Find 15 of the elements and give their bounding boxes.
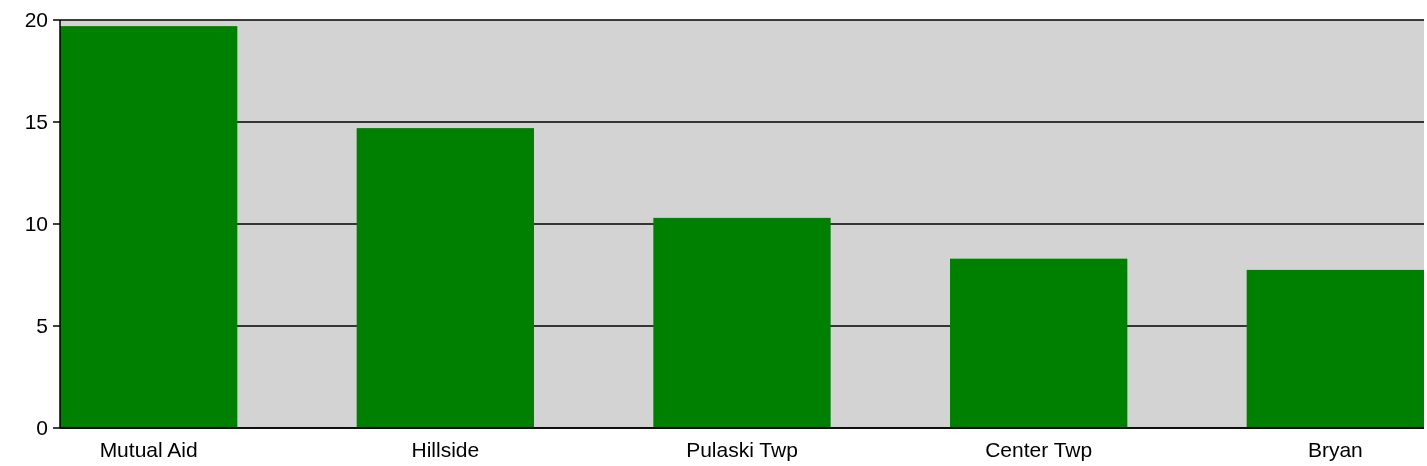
x-tick-label: Center Twp	[985, 438, 1093, 461]
x-tick-label: Pulaski Twp	[686, 438, 798, 461]
y-tick-label: 5	[36, 314, 48, 338]
bar	[1246, 269, 1424, 428]
y-tick-label: 15	[24, 110, 48, 134]
bar	[950, 258, 1128, 428]
bar	[60, 26, 238, 428]
x-tick-label: Mutual Aid	[99, 438, 198, 461]
bar	[356, 128, 534, 428]
x-tick-label: Bryan	[1307, 438, 1363, 461]
bar	[653, 217, 831, 428]
y-tick-label: 20	[24, 8, 48, 32]
y-tick-label: 10	[24, 212, 48, 236]
x-tick-label: Hillside	[411, 438, 480, 461]
y-tick-label: 0	[36, 416, 48, 440]
